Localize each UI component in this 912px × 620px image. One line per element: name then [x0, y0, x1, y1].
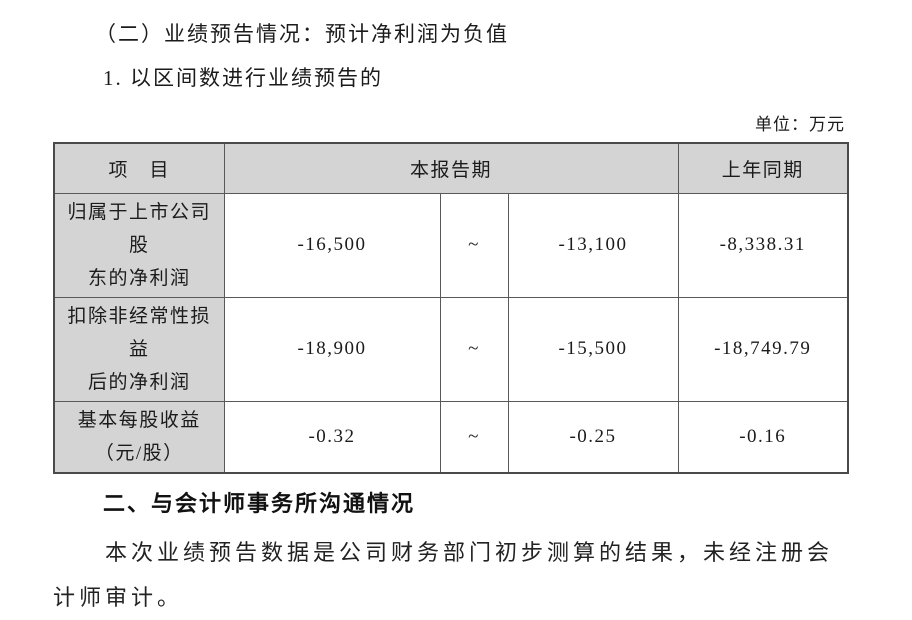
header-prior-period: 上年同期 — [677, 142, 849, 194]
table-header-row: 项 目 本报告期 上年同期 — [53, 142, 849, 194]
performance-forecast-table: 项 目 本报告期 上年同期 归属于上市公司股 东的净利润 -16,500 ~ -… — [53, 142, 850, 474]
range-tilde: ~ — [439, 296, 509, 402]
header-current-period: 本报告期 — [223, 142, 679, 194]
row-low-value: -16,500 — [223, 192, 441, 298]
row-item-label: 归属于上市公司股 东的净利润 — [53, 192, 225, 298]
table-row: 归属于上市公司股 东的净利润 -16,500 ~ -13,100 -8,338.… — [53, 192, 849, 298]
row-high-value: -15,500 — [507, 296, 679, 402]
table-row: 基本每股收益 （元/股） -0.32 ~ -0.25 -0.16 — [53, 400, 849, 473]
subsection-title: 1. 以区间数进行业绩预告的 — [103, 66, 383, 90]
body-paragraph: 本次业绩预告数据是公司财务部门初步测算的结果，未经注册会 计师审计。 — [53, 539, 834, 610]
unit-label: 单位：万元 — [755, 115, 845, 134]
row-item-label: 基本每股收益 （元/股） — [53, 400, 225, 473]
section-heading: 二、与会计师事务所沟通情况 — [103, 490, 416, 516]
row-low-value: -18,900 — [223, 296, 441, 402]
section-title: （二）业绩预告情况：预计净利润为负值 — [95, 22, 509, 46]
table-row: 扣除非经常性损益 后的净利润 -18,900 ~ -15,500 -18,749… — [53, 296, 849, 402]
row-high-value: -0.25 — [507, 400, 679, 473]
row-high-value: -13,100 — [507, 192, 679, 298]
row-prior-value: -0.16 — [677, 400, 849, 473]
document-page: （二）业绩预告情况：预计净利润为负值 1. 以区间数进行业绩预告的 单位：万元 … — [53, 22, 850, 610]
row-prior-value: -18,749.79 — [677, 296, 849, 402]
row-item-label: 扣除非经常性损益 后的净利润 — [53, 296, 225, 402]
range-tilde: ~ — [439, 400, 509, 473]
range-tilde: ~ — [439, 192, 509, 298]
header-item: 项 目 — [53, 142, 225, 194]
row-prior-value: -8,338.31 — [677, 192, 849, 298]
row-low-value: -0.32 — [223, 400, 441, 473]
